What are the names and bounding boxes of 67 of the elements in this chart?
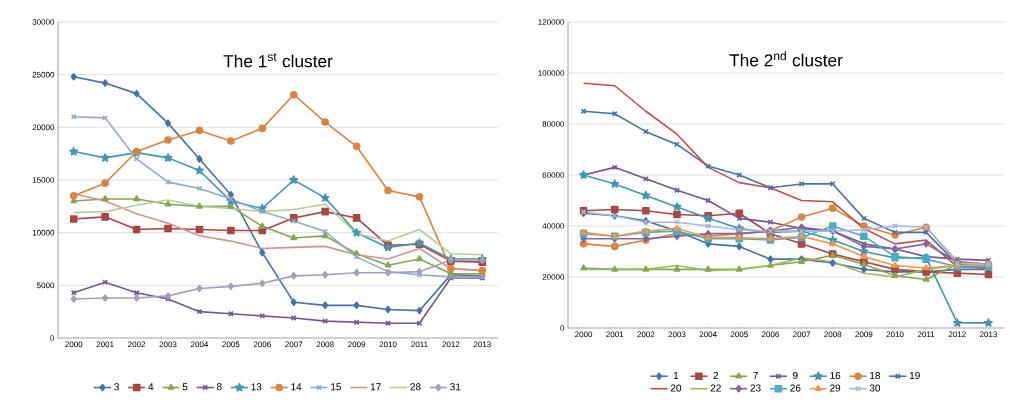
x-tick-label: 2000 — [65, 341, 83, 348]
x-tick-label: 2005 — [730, 331, 748, 338]
x-tick-label: 2004 — [699, 331, 717, 338]
legend-label: 14 — [291, 383, 302, 391]
legend-label: 13 — [251, 383, 262, 391]
legend-label: 4 — [148, 383, 154, 391]
x-tick-label: 2008 — [316, 341, 334, 348]
legend-label: 29 — [830, 384, 841, 392]
y-tick-label: 80000 — [542, 121, 565, 127]
x-tick-label: 2009 — [348, 341, 366, 348]
x-tick-label: 2003 — [668, 331, 686, 338]
y-tick-label: 5000 — [36, 282, 55, 289]
text: The 2$^{nd}$ cluster — [729, 51, 843, 67]
legend-label: 22 — [710, 384, 721, 392]
legend-label: 31 — [450, 383, 461, 391]
x-tick-label: 2006 — [761, 331, 779, 338]
legend-label: 30 — [869, 384, 881, 392]
x-tick-label: 2009 — [855, 331, 873, 338]
x-tick-label: 2002 — [128, 341, 146, 348]
x-tick-label: 2013 — [979, 331, 997, 338]
x-tick-label: 2011 — [917, 331, 935, 338]
x-tick-label: 2007 — [793, 331, 811, 338]
y-tick-label: 0 — [50, 335, 55, 341]
x-tick-label: 2001 — [606, 331, 624, 338]
legend-label: 8 — [216, 383, 222, 391]
y-tick-label: 100000 — [538, 70, 565, 76]
x-tick-label: 2006 — [253, 341, 271, 348]
y-tick-label: 20000 — [542, 274, 565, 280]
legend-label: 15 — [331, 383, 342, 391]
legend-label: 18 — [870, 371, 881, 380]
legend-label: 17 — [370, 383, 381, 391]
y-tick-label: 120000 — [538, 19, 565, 25]
x-tick-label: 2007 — [285, 341, 303, 348]
legend-label: 26 — [790, 384, 801, 392]
y-tick-label: 40000 — [542, 223, 565, 229]
x-tick-label: 2000 — [575, 331, 593, 338]
x-tick-label: 2010 — [886, 331, 904, 338]
legend-label: 3 — [114, 383, 119, 391]
x-tick-label: 2008 — [824, 331, 842, 338]
x-tick-label: 2013 — [473, 341, 491, 348]
x-tick-label: 2001 — [96, 341, 114, 348]
y-tick-label: 60000 — [542, 172, 565, 178]
legend-label: 23 — [750, 384, 761, 392]
x-tick-label: 2010 — [379, 341, 397, 348]
legend-label: 28 — [410, 383, 421, 391]
legend-label: 1 — [673, 372, 679, 379]
text: The 1$^{st}$ cluster — [223, 53, 333, 68]
legend-label: 19 — [909, 371, 920, 380]
x-tick-label: 2005 — [222, 341, 240, 348]
y-tick-label: 20000 — [32, 124, 55, 131]
x-tick-label: 2012 — [948, 331, 966, 338]
x-tick-label: 2002 — [637, 331, 655, 338]
y-tick-label: 15000 — [32, 177, 55, 183]
legend-label: 7 — [753, 372, 758, 379]
legend-label: 16 — [830, 371, 841, 380]
y-tick-label: 30000 — [32, 19, 55, 25]
x-tick-label: 2012 — [442, 341, 460, 348]
y-tick-label: 25000 — [32, 71, 55, 78]
y-tick-label: 10000 — [32, 229, 55, 236]
legend-label: 2 — [713, 371, 719, 379]
x-tick-label: 2004 — [190, 341, 209, 348]
y-tick-label: 0 — [560, 325, 565, 331]
legend-label: 9 — [793, 371, 798, 380]
legend-label: 5 — [182, 383, 188, 391]
legend-label: 20 — [670, 384, 682, 392]
x-tick-label: 2011 — [411, 341, 428, 348]
x-tick-label: 2003 — [159, 341, 177, 348]
